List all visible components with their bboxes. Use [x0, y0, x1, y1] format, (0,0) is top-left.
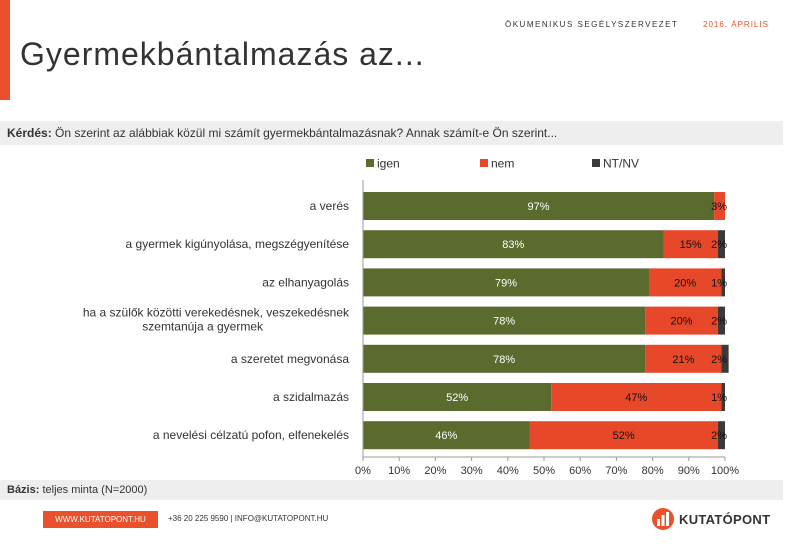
x-tick-label-0: 0% — [355, 465, 371, 477]
bar-4-1 — [645, 344, 722, 373]
x-tick-label-8: 80% — [642, 465, 664, 477]
data-label-1-2: 2% — [711, 239, 727, 251]
bar-1-0 — [363, 230, 664, 259]
x-tick-label-6: 60% — [569, 465, 591, 477]
bar-4-0 — [363, 344, 646, 373]
bar-1-2 — [717, 230, 725, 259]
data-label-0-0: 97% — [528, 201, 550, 213]
category-label-6: a nevelési célzatú pofon, elfenekelés — [153, 428, 349, 442]
bar-1-1 — [663, 230, 718, 259]
bar-6-2 — [717, 421, 725, 450]
legend-swatch-1 — [480, 159, 488, 167]
contact-info: +36 20 225 9590 | INFO@KUTATOPONT.HU — [168, 514, 329, 523]
x-tick-label-1: 10% — [388, 465, 410, 477]
data-label-5-1: 47% — [625, 392, 647, 404]
bar-3-1 — [645, 306, 718, 335]
x-tick-label-4: 40% — [497, 465, 519, 477]
basis-bar: Bázis: teljes minta (N=2000) — [0, 480, 783, 500]
data-label-2-1: 20% — [674, 277, 696, 289]
category-label-4: a szeretet megvonása — [231, 352, 349, 366]
data-label-3-1: 20% — [671, 316, 693, 328]
category-label-2: az elhanyagolás — [262, 275, 349, 289]
kutatopont-logo: KUTATÓPONT — [652, 506, 770, 532]
data-label-6-0: 46% — [435, 430, 457, 442]
data-label-6-2: 2% — [711, 430, 727, 442]
data-label-6-1: 52% — [613, 430, 635, 442]
bar-3-0 — [363, 306, 646, 335]
logo-icon — [652, 508, 674, 530]
logo-text: KUTATÓPONT — [679, 511, 771, 527]
x-tick-label-3: 30% — [461, 465, 483, 477]
category-label-3-line2: szemtanúja a gyermek — [142, 320, 264, 334]
bar-3-2 — [717, 306, 725, 335]
bar-0-1 — [714, 192, 725, 220]
legend-swatch-2 — [592, 159, 600, 167]
website-link[interactable]: WWW.KUTATOPONT.HU — [43, 511, 158, 528]
organization-name: ÖKUMENIKUS SEGÉLYSZERVEZET — [505, 20, 679, 29]
data-label-1-0: 83% — [502, 239, 524, 251]
data-label-3-2: 2% — [711, 316, 727, 328]
basis-label: Bázis: — [7, 484, 40, 496]
basis-text: teljes minta (N=2000) — [42, 484, 148, 496]
accent-bar — [0, 0, 10, 100]
question-bar: Kérdés: Ön szerint az alábbiak közül mi … — [0, 121, 783, 145]
category-label-5: a szidalmazás — [273, 390, 349, 404]
data-label-3-0: 78% — [493, 316, 515, 328]
data-label-0-1: 3% — [711, 201, 727, 213]
bar-2-0 — [363, 268, 649, 297]
legend-swatch-0 — [366, 159, 374, 167]
category-label-3-line1: ha a szülők közötti verekedésnek, veszek… — [83, 306, 350, 320]
data-label-4-0: 78% — [493, 354, 515, 366]
data-label-2-0: 79% — [495, 277, 517, 289]
legend-label-2: NT/NV — [603, 157, 639, 171]
question-text: Ön szerint az alábbiak közül mi számít g… — [55, 126, 558, 140]
x-tick-label-5: 50% — [533, 465, 555, 477]
x-tick-label-2: 20% — [424, 465, 446, 477]
category-label-1: a gyermek kigúnyolása, megszégyenítése — [126, 237, 350, 251]
bar-6-1 — [529, 421, 718, 450]
bar-2-1 — [648, 268, 722, 297]
data-label-4-2: 2% — [711, 354, 727, 366]
question-label: Kérdés: — [7, 126, 52, 140]
bar-5-1 — [551, 383, 722, 411]
legend-label-1: nem — [491, 157, 514, 171]
bar-6-0 — [363, 421, 530, 450]
stacked-bar-chart: igen nem NT/NV 97% 3% a verés 83% 15% 2% a gyerme… — [83, 157, 739, 478]
legend-label-0: igen — [377, 157, 400, 171]
data-label-4-1: 21% — [672, 354, 694, 366]
data-label-2-2: 1% — [711, 277, 727, 289]
bar-0-0 — [363, 192, 715, 220]
x-tick-label-7: 70% — [605, 465, 627, 477]
bar-5-0 — [363, 383, 552, 411]
bar-4-2 — [721, 344, 729, 373]
category-label-0: a verés — [310, 199, 349, 213]
page-title: Gyermekbántalmazás az... — [20, 36, 425, 72]
report-date: 2016. ÁPRILIS — [703, 20, 769, 29]
x-tick-label-9: 90% — [678, 465, 700, 477]
bar-2-2 — [721, 268, 725, 297]
data-label-5-2: 1% — [711, 392, 727, 404]
data-label-1-1: 15% — [680, 239, 702, 251]
bar-5-2 — [721, 383, 725, 411]
data-label-5-0: 52% — [446, 392, 468, 404]
x-tick-label-10: 100% — [711, 465, 739, 477]
